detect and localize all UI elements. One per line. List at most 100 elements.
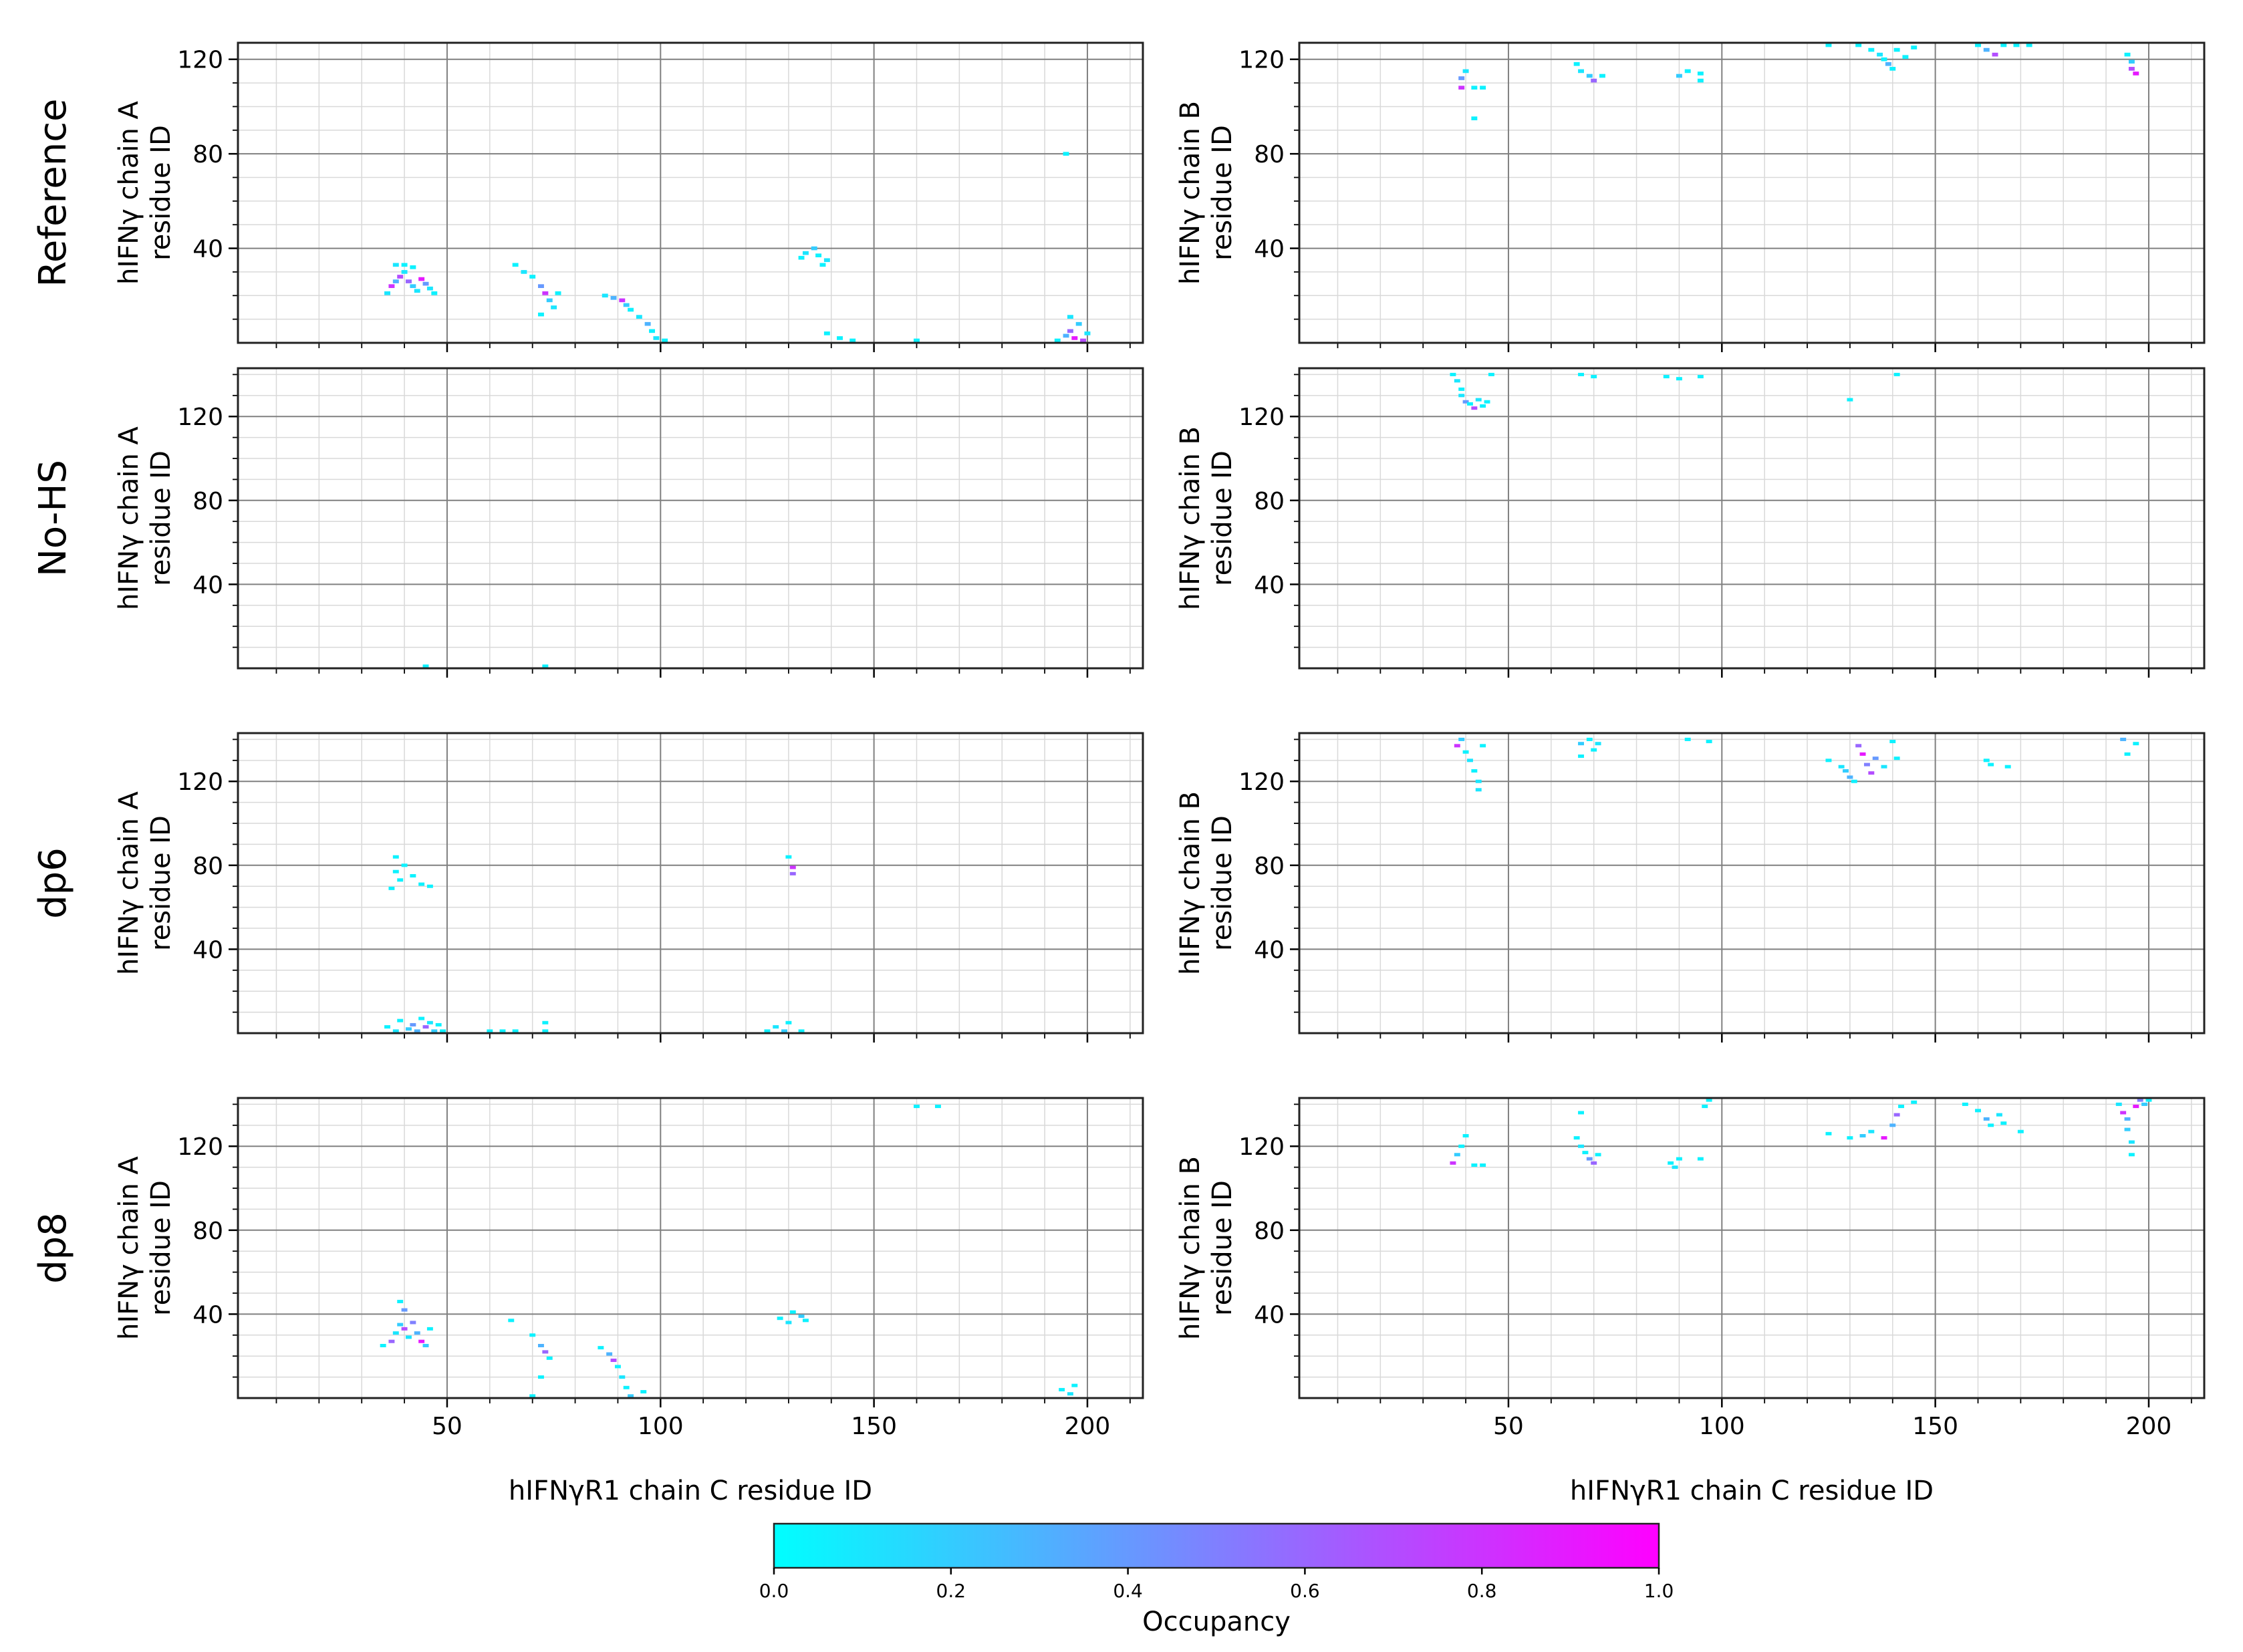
contact-cell (2141, 1102, 2148, 1106)
y-tick-label: 80 (1254, 141, 1285, 168)
contact-cell (1454, 744, 1460, 748)
contact-cell (1467, 402, 1473, 406)
contact-cell (2004, 765, 2011, 769)
contact-cell (384, 291, 391, 295)
contact-cell (1578, 742, 1584, 746)
contact-cell (414, 289, 420, 293)
contact-cell (422, 1343, 429, 1348)
contact-cell (606, 1352, 613, 1356)
contact-cell (1706, 1098, 1712, 1102)
x-tick-label: 100 (638, 1413, 684, 1440)
contact-cell (2120, 1111, 2127, 1115)
x-axis-label: hIFNγR1 chain C residue ID (509, 1476, 872, 1506)
contact-cell (397, 878, 404, 882)
contact-cell (1586, 737, 1593, 741)
y-axis-label-line2: residue ID (146, 450, 176, 586)
contact-cell (1475, 779, 1482, 783)
y-axis-label: hIFNγ chain Bresidue ID (1175, 101, 1238, 285)
contact-cell (1063, 152, 1069, 156)
contact-cell (542, 291, 549, 295)
contact-cell (1911, 45, 1918, 49)
contact-cell (1889, 67, 1896, 71)
contact-cell (431, 291, 438, 295)
y-axis-label-line1: hIFNγ chain B (1175, 101, 1206, 285)
contact-cell (1843, 769, 1849, 773)
contact-cell (1471, 769, 1478, 773)
row-labels: Reference No-HS dp6 dp8 (31, 99, 75, 1284)
y-axis-label-line1: hIFNγ chain B (1175, 1156, 1206, 1340)
contact-cell (426, 1020, 433, 1024)
contact-cell (914, 338, 920, 343)
row-label: Reference (31, 99, 75, 287)
contact-cell (2128, 1153, 2135, 1157)
axes-frame (237, 41, 1144, 344)
contact-cell (1599, 74, 1605, 78)
x-axis-label: hIFNγR1 chain C residue ID (1570, 1476, 1934, 1506)
contact-cell (798, 255, 805, 260)
row-label: dp8 (31, 1212, 75, 1284)
y-tick-label: 120 (1238, 769, 1285, 796)
contact-cell (388, 886, 395, 890)
y-tick-label: 80 (192, 141, 223, 168)
contact-cell (422, 664, 429, 668)
contact-cell (1663, 375, 1670, 379)
contact-cell (773, 1025, 779, 1029)
y-tick-label: 120 (1238, 47, 1285, 74)
y-axis-label-line2: residue ID (1207, 125, 1238, 261)
contact-cell (1672, 1165, 1678, 1169)
contact-cell (1872, 756, 1879, 761)
x-tick-label: 100 (1699, 1413, 1745, 1440)
contact-cell (529, 275, 536, 279)
contact-cell (414, 1029, 420, 1033)
contact-cell (849, 338, 856, 343)
contact-cell (406, 279, 412, 283)
contact-cell (1054, 338, 1061, 343)
y-axis-label-line2: residue ID (146, 815, 176, 951)
contact-cell (499, 1029, 506, 1033)
contact-cell (542, 664, 549, 668)
contact-cell (1881, 765, 1887, 769)
contact-cell (2128, 59, 2135, 64)
y-tick-label: 80 (192, 853, 223, 880)
contact-cell (1825, 43, 1832, 47)
contact-cell (789, 871, 796, 875)
contact-cell (410, 1022, 416, 1026)
y-tick-label: 40 (1254, 571, 1285, 599)
contact-cell (388, 284, 395, 288)
axes-frame (237, 1097, 1144, 1399)
contact-cell (1996, 1113, 2002, 1117)
contact-cell (1480, 404, 1486, 408)
axes-frame (1298, 41, 2206, 344)
contact-cell (1467, 759, 1473, 763)
contact-cell (802, 1319, 809, 1323)
contact-cell (1591, 748, 1597, 752)
contact-cell (1983, 47, 1990, 52)
contact-cell (1462, 1134, 1469, 1138)
contact-cell (628, 307, 634, 312)
contact-cell (644, 321, 651, 326)
contact-cell (1586, 1157, 1593, 1161)
contact-cell (610, 295, 617, 300)
colorbar-gradient (773, 1522, 1660, 1569)
contact-cell (406, 1027, 412, 1031)
contact-cell (1975, 43, 1981, 47)
contact-cell (537, 1343, 544, 1348)
contact-cell (1462, 400, 1469, 404)
y-tick-label: 120 (1238, 404, 1285, 431)
contact-cell (2013, 43, 2020, 47)
contact-cell (410, 265, 416, 269)
contact-cell (623, 1385, 630, 1389)
contact-cell (2124, 752, 2131, 756)
contact-cell (1471, 406, 1478, 410)
y-axis-label: hIFNγ chain Bresidue ID (1175, 1156, 1238, 1340)
contact-cell (392, 1331, 399, 1335)
colorbar-tick-label: 0.2 (936, 1580, 966, 1602)
contact-cell (392, 869, 399, 873)
contact-cell (537, 312, 544, 317)
contact-cell (2017, 1129, 2024, 1133)
contact-cell (1578, 1144, 1584, 1148)
contact-cell (418, 882, 425, 886)
contact-cell (1676, 377, 1682, 381)
contact-cell (555, 291, 561, 295)
